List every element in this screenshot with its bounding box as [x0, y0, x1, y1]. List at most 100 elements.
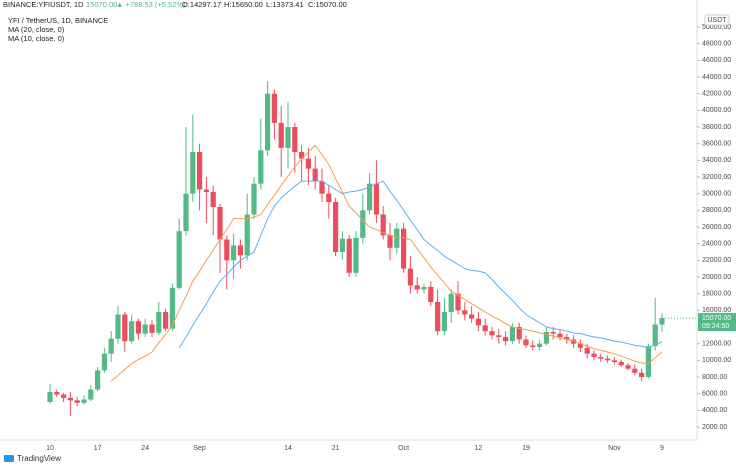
symbol: BINANCE:YFIUSDT, 1D [3, 0, 84, 9]
y-tick-label: 24000.00 [702, 241, 731, 248]
candle-body [407, 268, 413, 286]
candle-body [523, 339, 529, 346]
candle-body [380, 214, 386, 236]
last-price-box [698, 313, 736, 332]
candle-body [448, 293, 454, 312]
candle-body [401, 228, 407, 269]
x-tick-label: 9 [660, 445, 664, 452]
candle-body [163, 312, 169, 329]
y-tick-label: 10000.00 [702, 357, 731, 364]
candle-body [176, 231, 182, 288]
candle-body [156, 312, 162, 333]
y-tick-label: 6000.00 [702, 391, 727, 398]
y-tick-label: 42000.00 [702, 91, 731, 98]
last-price-label: 15070.00 [702, 315, 731, 322]
candle-body [88, 389, 94, 400]
change: ▲ +788.53 (+5.52%) [116, 0, 186, 9]
candle-body [353, 237, 359, 273]
candle-body [435, 302, 441, 332]
candle-body [122, 314, 128, 342]
candle-body [469, 314, 475, 319]
y-tick-label: 34000.00 [702, 157, 731, 164]
y-tick-label: 32000.00 [702, 174, 731, 181]
footer-logo: TradingView [4, 454, 61, 463]
y-tick-label: 36000.00 [702, 141, 731, 148]
candle-body [251, 183, 257, 215]
candle-body [564, 337, 570, 340]
y-tick-label: 20000.00 [702, 274, 731, 281]
candle-body [292, 127, 298, 152]
candle-body [530, 345, 536, 347]
candle-body [387, 235, 393, 248]
last-price: 15070.00 [86, 0, 117, 9]
candle-body [312, 168, 318, 182]
candle-body [101, 353, 107, 371]
candle-body [625, 365, 631, 369]
legend-title: YFI / TetherUS, 1D, BINANCE [8, 16, 108, 25]
ohlc-low: L:13373.41 [266, 0, 304, 9]
ohlc-open: O:14297.17 [182, 0, 221, 9]
candle-body [373, 183, 379, 215]
y-tick-label: 16000.00 [702, 307, 731, 314]
y-tick-label: 8000.00 [702, 374, 727, 381]
candles [47, 81, 665, 417]
x-tick-label: 17 [94, 445, 102, 452]
y-tick-label: 4000.00 [702, 407, 727, 414]
candle-body [183, 193, 189, 232]
y-tick-label: 40000.00 [702, 107, 731, 114]
candle-body [639, 372, 645, 377]
candle-body [652, 324, 658, 347]
candle-body [305, 158, 311, 169]
candle-body [455, 293, 461, 311]
x-tick-label: 24 [141, 445, 149, 452]
candle-body [550, 332, 556, 334]
candle-body [414, 285, 420, 290]
y-tick-label: 30000.00 [702, 191, 731, 198]
candle-body [54, 392, 60, 395]
candle-body [339, 238, 345, 252]
candle-body [475, 318, 481, 326]
candle-body [203, 189, 209, 192]
candle-body [265, 93, 271, 151]
candle-body [394, 228, 400, 248]
candle-body [244, 214, 250, 256]
candle-body [135, 321, 141, 334]
candle-body [129, 321, 135, 342]
x-tick-label: 19 [522, 445, 530, 452]
candle-body [210, 192, 216, 207]
candle-body [61, 394, 67, 398]
x-tick-label: 14 [284, 445, 292, 452]
x-tick-label: Nov [608, 445, 621, 452]
logo-icon [4, 455, 14, 462]
y-tick-label: 2000.00 [702, 424, 727, 431]
candle-body [611, 360, 617, 362]
candle-body [632, 368, 638, 373]
legend-entry: MA (20, close, 0) [8, 25, 65, 34]
currency: USDT [707, 17, 727, 24]
y-tick-label: 28000.00 [702, 207, 731, 214]
candle-body [605, 358, 611, 361]
y-tick-label: 18000.00 [702, 291, 731, 298]
candle-body [74, 400, 80, 403]
ohlc-high: H:15650.00 [224, 0, 263, 9]
y-tick-label: 22000.00 [702, 257, 731, 264]
ma-line [178, 180, 663, 349]
candle-body [428, 287, 434, 302]
brand: TradingView [17, 454, 61, 463]
candle-body [503, 337, 509, 342]
candle-body [271, 93, 277, 123]
x-tick-label: 10 [46, 445, 54, 452]
candle-body [81, 399, 87, 403]
candle-body [543, 332, 549, 344]
candle-body [217, 207, 223, 240]
candle-body [360, 210, 366, 238]
y-tick-label: 50000.00 [702, 24, 731, 31]
candle-body [421, 287, 427, 290]
ohlc-close: C:15070.00 [308, 0, 347, 9]
candle-body [516, 327, 522, 340]
candle-body [598, 357, 604, 359]
candle-body [95, 370, 101, 390]
candle-body [645, 346, 651, 377]
ma-line [110, 144, 663, 382]
